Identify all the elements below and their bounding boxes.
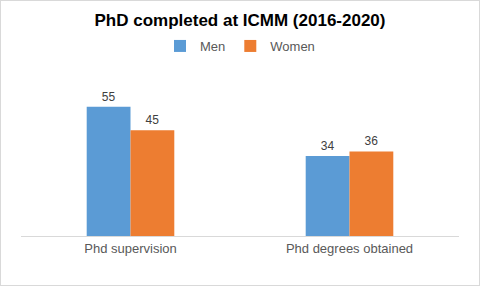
svg-text:Women: Women: [270, 39, 315, 54]
svg-text:34: 34: [321, 139, 335, 153]
svg-text:Men: Men: [200, 39, 225, 54]
svg-text:45: 45: [146, 113, 160, 127]
svg-text:PhD completed at ICMM (2016-20: PhD completed at ICMM (2016-2020): [95, 11, 386, 30]
svg-text:Phd degrees obtained: Phd degrees obtained: [286, 241, 413, 256]
svg-text:36: 36: [365, 134, 379, 148]
svg-text:Phd supervision: Phd supervision: [84, 241, 177, 256]
svg-text:55: 55: [102, 90, 116, 104]
